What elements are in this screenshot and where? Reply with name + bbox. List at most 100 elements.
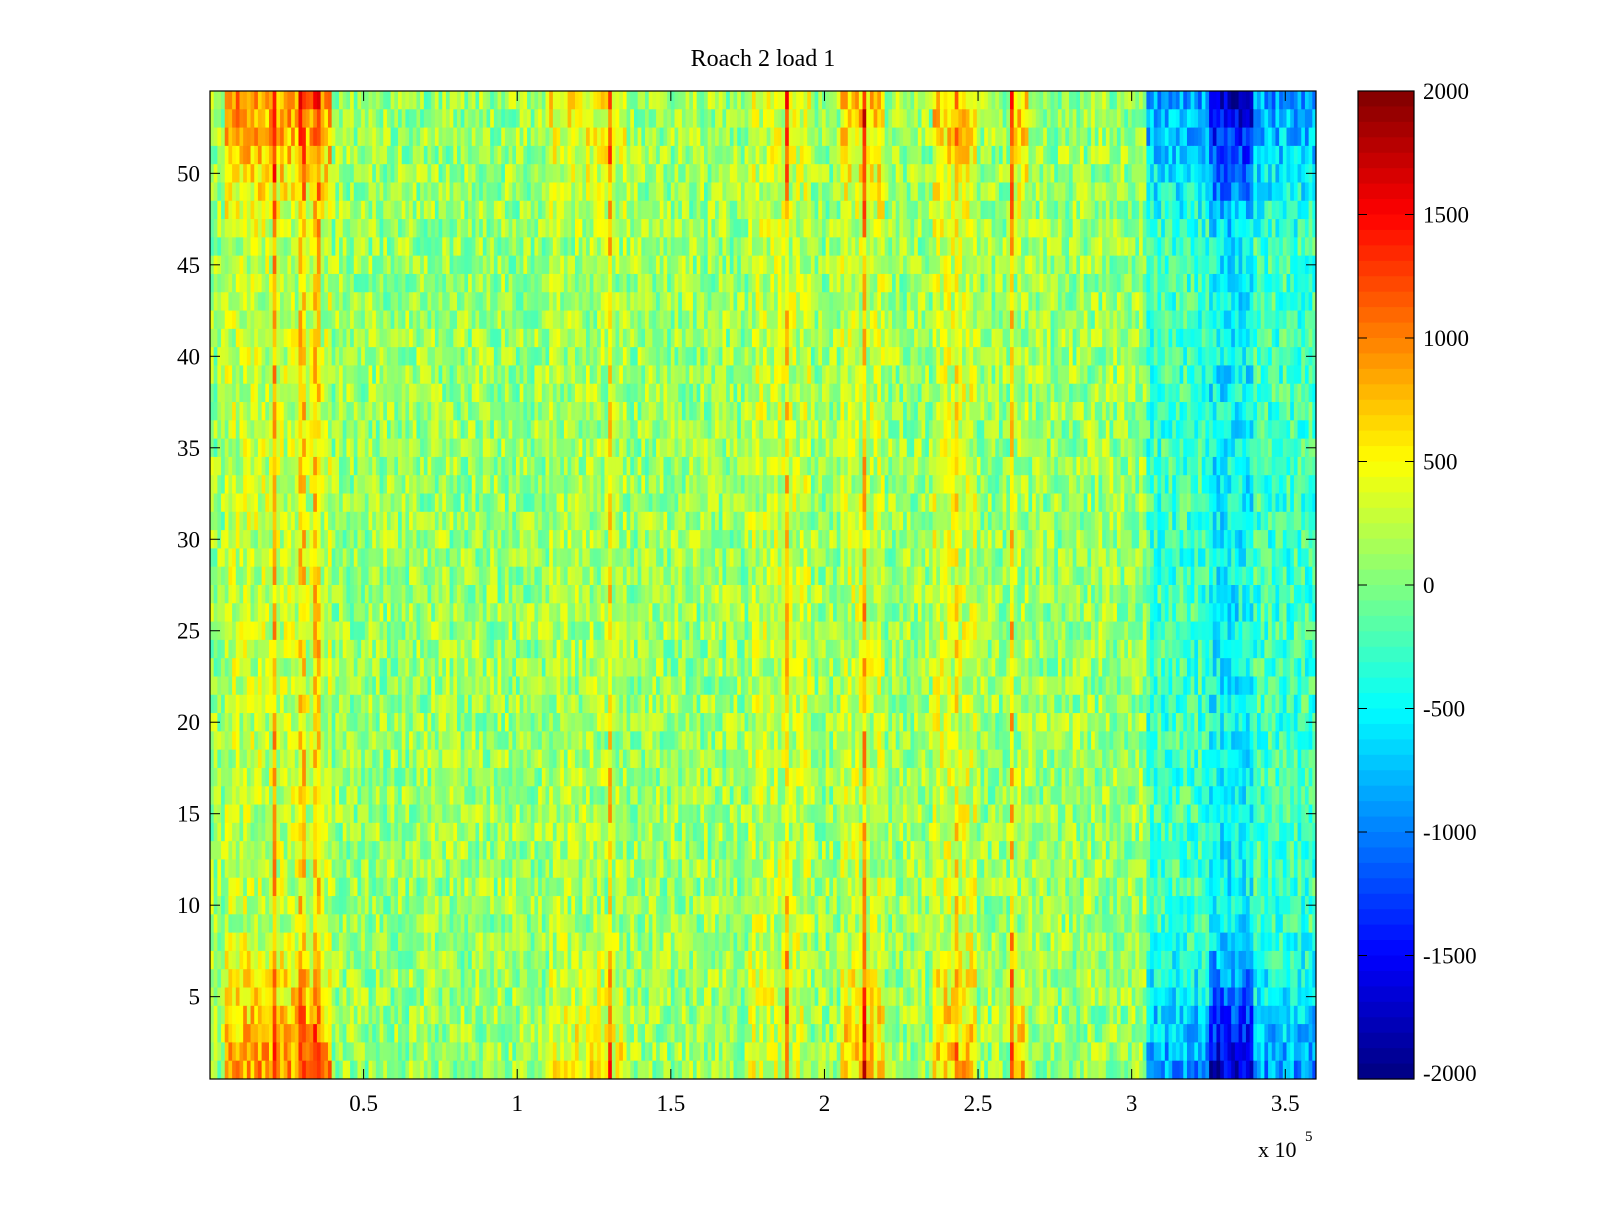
heatmap-cell <box>1175 347 1181 367</box>
heatmap-cell <box>726 200 731 220</box>
heatmap-cell <box>707 383 712 403</box>
heatmap-cell <box>442 365 447 385</box>
heatmap-cell <box>1116 273 1122 293</box>
heatmap-cell <box>825 255 830 275</box>
heatmap-cell <box>796 219 801 238</box>
heatmap-cell <box>1216 347 1221 367</box>
heatmap-cell <box>586 292 591 312</box>
heatmap-cell <box>420 310 425 330</box>
heatmap-cell <box>733 219 738 238</box>
heatmap-cell <box>512 200 517 220</box>
heatmap-cell <box>224 219 230 238</box>
heatmap-cell <box>504 109 510 129</box>
heatmap-cell <box>272 164 277 184</box>
heatmap-cell <box>1028 109 1033 129</box>
heatmap-cell <box>523 109 528 129</box>
heatmap-cell <box>235 145 241 165</box>
heatmap-cell <box>224 164 230 184</box>
heatmap-cell <box>582 200 587 220</box>
heatmap-cell <box>512 365 517 385</box>
heatmap-cell <box>917 219 923 238</box>
heatmap-cell <box>910 127 915 147</box>
heatmap-cell <box>257 164 263 184</box>
heatmap-cell <box>316 145 322 165</box>
heatmap-cell <box>711 200 716 220</box>
heatmap-cell <box>442 182 447 202</box>
heatmap-cell <box>1091 292 1096 312</box>
heatmap-cell <box>357 273 362 293</box>
heatmap-cell <box>726 145 731 165</box>
heatmap-cell <box>715 310 720 330</box>
heatmap-cell <box>1209 109 1214 129</box>
heatmap-cell <box>1179 310 1184 330</box>
heatmap-cell <box>471 91 477 110</box>
heatmap-cell <box>648 182 653 202</box>
heatmap-cell <box>361 310 366 330</box>
heatmap-cell <box>364 219 370 238</box>
heatmap-cell <box>1279 91 1284 110</box>
heatmap-cell <box>670 127 676 147</box>
heatmap-cell <box>615 237 620 257</box>
heatmap-cell <box>1013 219 1018 238</box>
heatmap-cell <box>681 182 687 202</box>
heatmap-cell <box>398 127 403 147</box>
heatmap-cell <box>1039 200 1044 220</box>
heatmap-cell <box>305 292 311 312</box>
heatmap-cell <box>357 255 362 275</box>
heatmap-cell <box>541 109 547 129</box>
heatmap-cell <box>254 292 259 312</box>
heatmap-cell <box>667 310 672 330</box>
heatmap-cell <box>641 91 646 110</box>
heatmap-cell <box>847 347 853 367</box>
heatmap-cell <box>324 328 329 348</box>
heatmap-cell <box>840 145 845 165</box>
heatmap-cell <box>504 255 510 275</box>
heatmap-cell <box>383 273 388 293</box>
heatmap-cell <box>888 219 893 238</box>
heatmap-cell <box>313 237 318 257</box>
heatmap-cell <box>409 200 414 220</box>
heatmap-cell <box>1212 347 1218 367</box>
heatmap-cell <box>434 164 440 184</box>
heatmap-cell <box>586 365 591 385</box>
heatmap-cell <box>372 328 377 348</box>
heatmap-cell <box>512 273 517 293</box>
heatmap-cell <box>586 164 591 184</box>
heatmap-cell <box>925 91 930 110</box>
heatmap-cell <box>1116 328 1122 348</box>
heatmap-cell <box>984 237 989 257</box>
heatmap-cell <box>254 109 259 129</box>
heatmap-cell <box>1157 273 1162 293</box>
heatmap-cell <box>1157 109 1162 129</box>
heatmap-cell <box>346 237 351 257</box>
heatmap-cell <box>707 164 712 184</box>
heatmap-cell <box>958 347 963 367</box>
heatmap-cell <box>755 365 760 385</box>
heatmap-cell <box>1010 237 1015 257</box>
heatmap-cell <box>313 145 318 165</box>
heatmap-cell <box>442 164 447 184</box>
heatmap-cell <box>1275 145 1280 165</box>
heatmap-cell <box>254 219 259 238</box>
heatmap-cell <box>1061 347 1066 367</box>
heatmap-cell <box>726 182 731 202</box>
heatmap-cell <box>597 145 602 165</box>
heatmap-cell <box>633 109 639 129</box>
heatmap-cell <box>475 273 480 293</box>
heatmap-cell <box>884 273 889 293</box>
heatmap-cell <box>1065 347 1070 367</box>
heatmap-cell <box>593 127 598 147</box>
heatmap-cell <box>925 347 930 367</box>
heatmap-cell <box>821 310 827 330</box>
heatmap-cell <box>464 237 469 257</box>
heatmap-cell <box>1172 200 1177 220</box>
heatmap-cell <box>383 365 388 385</box>
heatmap-cell <box>954 255 959 275</box>
heatmap-cell <box>512 182 517 202</box>
heatmap-cell <box>593 273 598 293</box>
heatmap-cell <box>302 273 307 293</box>
heatmap-cell <box>1135 109 1140 129</box>
heatmap-cell <box>431 145 436 165</box>
heatmap-cell <box>287 310 292 330</box>
heatmap-cell <box>372 109 377 129</box>
